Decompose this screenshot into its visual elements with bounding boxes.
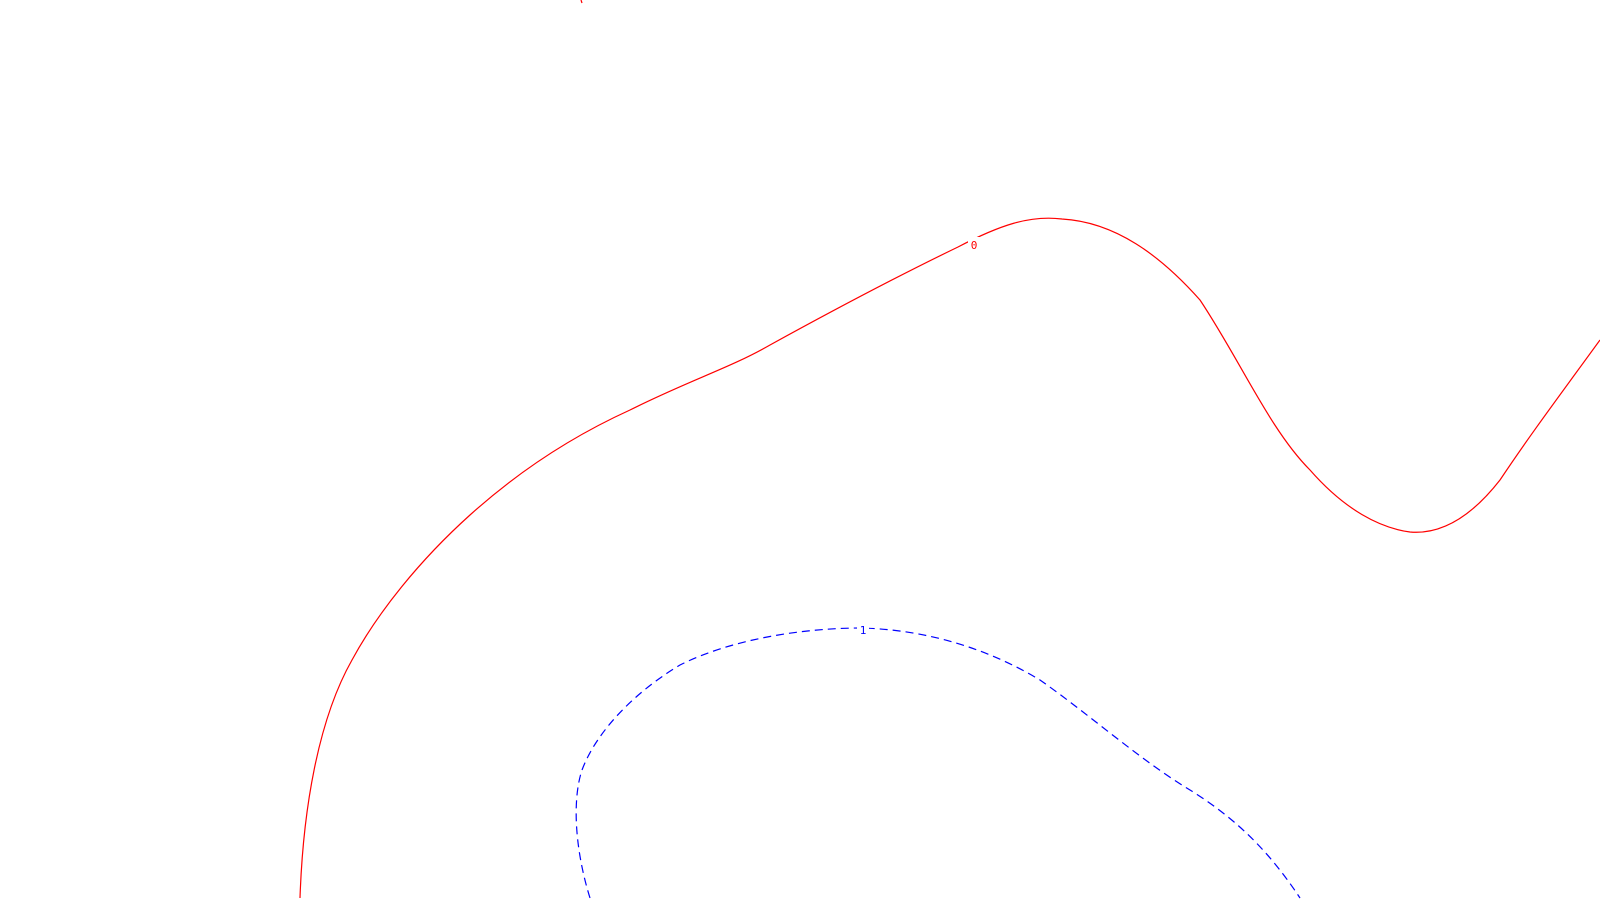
contour-label-1: 1: [860, 624, 867, 637]
contour-line-1: [575, 627, 1301, 899]
label-gap-1: [857, 622, 869, 636]
contour-line-0: [299, 217, 1600, 899]
contour-line-top-partial: [580, 0, 583, 4]
label-gap-0: [968, 237, 980, 251]
contour-label-0: 0: [971, 239, 978, 252]
